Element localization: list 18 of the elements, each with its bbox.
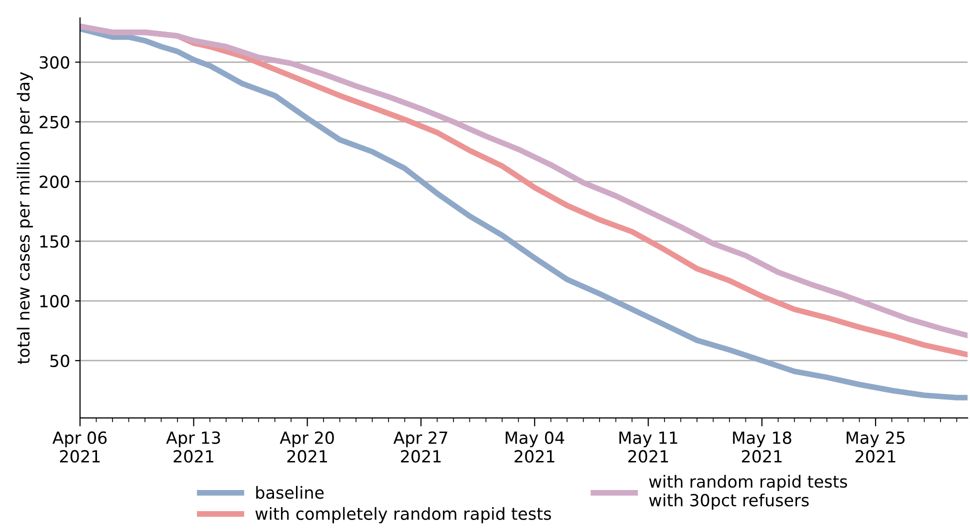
x-tick-label: Apr 27 2021 [393, 431, 448, 463]
y-tick-label: 200 [40, 176, 70, 188]
y-axis-title: total new cases per million per day [16, 72, 33, 364]
legend-label: with completely random rapid tests [255, 507, 551, 524]
x-tick-label: Apr 13 2021 [166, 431, 220, 463]
x-tick-label: May 18 2021 [733, 431, 792, 463]
x-tick-label: May 11 2021 [619, 432, 678, 463]
x-tick-label: Apr 06 2021 [52, 431, 107, 463]
y-tick-label: 250 [40, 116, 70, 128]
legend-label: baseline [256, 486, 324, 499]
legend-label: with random rapid tests with 30pct refusers [649, 474, 848, 510]
x-tick-label: Apr 20 2021 [280, 431, 334, 463]
y-tick-label: 100 [40, 294, 70, 308]
y-tick-label: 50 [50, 354, 70, 368]
y-tick-label: 300 [40, 56, 70, 69]
x-tick-label: May 25 2021 [846, 431, 905, 463]
x-tick-label: May 04 2021 [506, 431, 564, 463]
y-tick-label: 150 [40, 235, 70, 248]
